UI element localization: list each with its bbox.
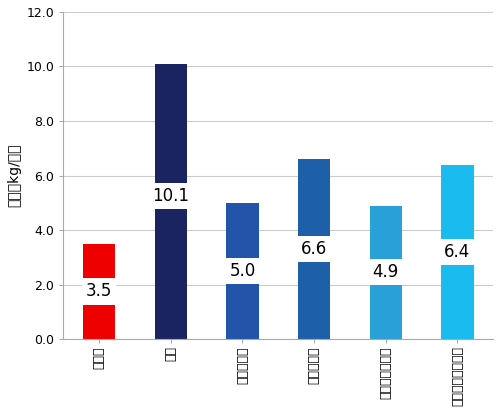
Bar <box>226 203 258 339</box>
Bar <box>154 64 187 339</box>
Bar <box>370 206 402 339</box>
Text: 6.6: 6.6 <box>301 240 327 258</box>
Text: 4.9: 4.9 <box>372 263 399 281</box>
Text: 10.1: 10.1 <box>152 187 189 205</box>
Bar <box>442 165 474 339</box>
Y-axis label: 重量（kg/㎡）: 重量（kg/㎡） <box>7 144 21 207</box>
Bar <box>83 244 115 339</box>
Text: 3.5: 3.5 <box>86 282 112 300</box>
Text: 6.4: 6.4 <box>444 243 470 261</box>
Bar <box>298 159 330 339</box>
Text: 5.0: 5.0 <box>230 262 256 280</box>
